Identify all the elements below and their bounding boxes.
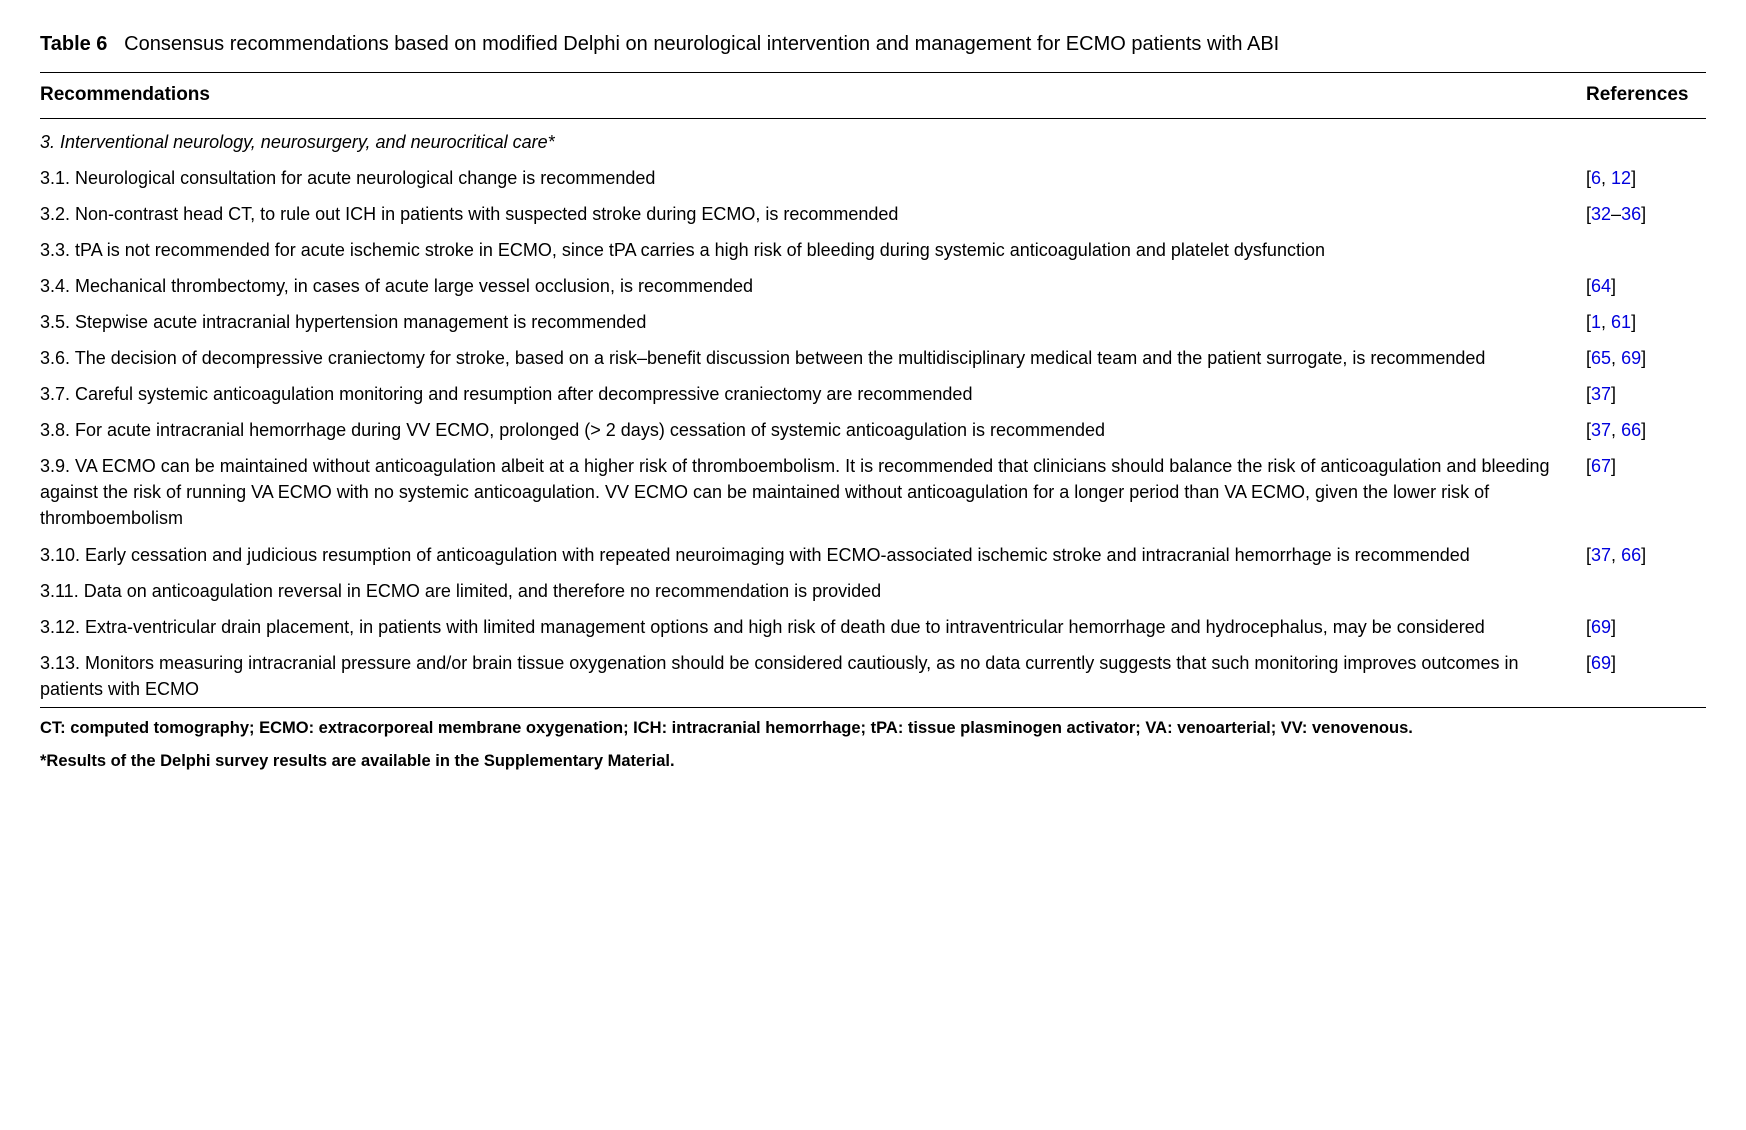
recommendation-cell: 3.2. Non-contrast head CT, to rule out I… [40,201,1586,227]
footnote-1: CT: computed tomography; ECMO: extracorp… [40,716,1706,741]
reference-link[interactable]: 67 [1591,456,1611,476]
table-header-row: Recommendations References [40,73,1706,119]
reference-link[interactable]: 1 [1591,312,1601,332]
header-recommendations: Recommendations [40,81,1586,110]
recommendation-cell: 3.5. Stepwise acute intracranial hyperte… [40,309,1586,335]
reference-link[interactable]: 64 [1591,276,1611,296]
footnote-2: *Results of the Delphi survey results ar… [40,749,1706,774]
table-row: 3.4. Mechanical thrombectomy, in cases o… [40,268,1706,304]
table-wrapper: Recommendations References 3. Interventi… [40,72,1706,708]
reference-cell: [32–36] [1586,201,1706,227]
table-row: 3.6. The decision of decompressive crani… [40,340,1706,376]
reference-link[interactable]: 12 [1611,168,1631,188]
table-row: 3.10. Early cessation and judicious resu… [40,537,1706,573]
table-row: 3.12. Extra-ventricular drain placement,… [40,609,1706,645]
reference-cell: [37, 66] [1586,417,1706,443]
recommendation-cell: 3.1. Neurological consultation for acute… [40,165,1586,191]
table-row: 3.3. tPA is not recommended for acute is… [40,232,1706,268]
recommendation-cell: 3.7. Careful systemic anticoagulation mo… [40,381,1586,407]
table-row: 3.1. Neurological consultation for acute… [40,160,1706,196]
reference-link[interactable]: 6 [1591,168,1601,188]
recommendation-cell: 3.3. tPA is not recommended for acute is… [40,237,1586,263]
table-title: Table 6 Consensus recommendations based … [40,30,1706,58]
recommendation-cell: 3.9. VA ECMO can be maintained without a… [40,453,1586,531]
reference-cell: [69] [1586,650,1706,702]
reference-link[interactable]: 36 [1621,204,1641,224]
table-row: 3.11. Data on anticoagulation reversal i… [40,573,1706,609]
reference-link[interactable]: 32 [1591,204,1611,224]
reference-cell: [65, 69] [1586,345,1706,371]
recommendation-cell: 3.13. Monitors measuring intracranial pr… [40,650,1586,702]
recommendation-cell: 3.6. The decision of decompressive crani… [40,345,1586,371]
reference-cell: [67] [1586,453,1706,531]
reference-cell: [6, 12] [1586,165,1706,191]
table-row: 3.8. For acute intracranial hemorrhage d… [40,412,1706,448]
section-header: 3. Interventional neurology, neurosurger… [40,119,1706,160]
table-row: 3.7. Careful systemic anticoagulation mo… [40,376,1706,412]
recommendation-cell: 3.10. Early cessation and judicious resu… [40,542,1586,568]
reference-link[interactable]: 65 [1591,348,1611,368]
reference-cell: [37, 66] [1586,542,1706,568]
reference-cell: [1, 61] [1586,309,1706,335]
reference-link[interactable]: 37 [1591,384,1611,404]
reference-cell: [69] [1586,614,1706,640]
recommendation-cell: 3.12. Extra-ventricular drain placement,… [40,614,1586,640]
reference-cell [1586,237,1706,263]
reference-link[interactable]: 37 [1591,420,1611,440]
reference-link[interactable]: 37 [1591,545,1611,565]
table-row: 3.2. Non-contrast head CT, to rule out I… [40,196,1706,232]
reference-link[interactable]: 66 [1621,420,1641,440]
recommendation-cell: 3.4. Mechanical thrombectomy, in cases o… [40,273,1586,299]
recommendation-cell: 3.11. Data on anticoagulation reversal i… [40,578,1586,604]
reference-cell: [64] [1586,273,1706,299]
recommendation-cell: 3.8. For acute intracranial hemorrhage d… [40,417,1586,443]
reference-link[interactable]: 69 [1591,653,1611,673]
reference-cell [1586,578,1706,604]
table-title-content: Consensus recommendations based on modif… [124,33,1279,55]
rows-container: 3.1. Neurological consultation for acute… [40,160,1706,708]
reference-link[interactable]: 69 [1591,617,1611,637]
table-title-text [113,33,124,55]
reference-cell: [37] [1586,381,1706,407]
table-row: 3.13. Monitors measuring intracranial pr… [40,645,1706,707]
table-row: 3.9. VA ECMO can be maintained without a… [40,448,1706,536]
header-references: References [1586,81,1706,110]
table-label: Table 6 [40,33,107,55]
reference-link[interactable]: 66 [1621,545,1641,565]
reference-link[interactable]: 61 [1611,312,1631,332]
table-row: 3.5. Stepwise acute intracranial hyperte… [40,304,1706,340]
reference-link[interactable]: 69 [1621,348,1641,368]
